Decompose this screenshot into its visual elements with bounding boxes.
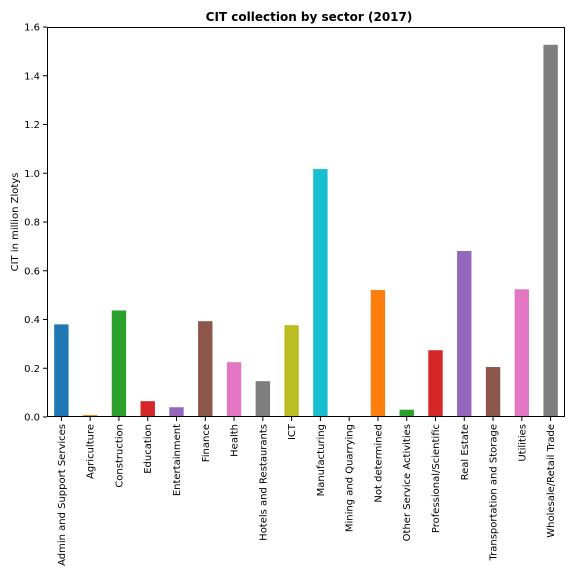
x-tick-label: Not determined — [373, 424, 384, 503]
y-tick-label: 1.0 — [24, 169, 40, 180]
x-tick-label: ICT — [287, 423, 298, 440]
bar-manufacturing — [313, 169, 327, 417]
bar-wholesale-retail-trade — [543, 45, 557, 417]
y-tick-label: 1.6 — [24, 23, 40, 34]
bar-entertainment — [169, 407, 183, 417]
bar-real-estate — [457, 251, 471, 417]
x-tick-label: Health — [230, 424, 241, 457]
bar-professional-scientific — [428, 350, 442, 417]
x-tick-label: Finance — [201, 424, 212, 462]
bars-layer — [54, 45, 558, 417]
x-tick-label: Admin and Support Services — [57, 424, 68, 566]
x-tick-label: Hotels and Restaurants — [258, 424, 269, 541]
x-tick-label: Mining and Quarrying — [345, 424, 356, 532]
y-tick-label: 0.4 — [24, 315, 40, 326]
y-tick-label: 0.0 — [24, 413, 40, 424]
y-tick-label: 1.4 — [24, 71, 40, 82]
x-tick-label: Professional/Scientific — [431, 424, 442, 533]
y-tick-label: 0.8 — [24, 218, 40, 229]
bar-construction — [112, 310, 126, 417]
x-tick-label: Wholesale/Retail Trade — [546, 424, 557, 538]
bar-health — [227, 362, 241, 417]
y-axis: 0.0 0.2 0.4 0.6 0.8 1.0 1.2 1.4 1.6 — [24, 23, 47, 424]
x-axis: Admin and Support Services Agriculture Con… — [57, 417, 557, 566]
x-tick-label: Education — [143, 424, 154, 474]
bar-finance — [198, 321, 212, 417]
y-tick-label: 1.2 — [24, 120, 40, 131]
x-tick-label: Entertainment — [172, 424, 183, 496]
y-tick-label: 0.6 — [24, 266, 40, 277]
bar-education — [141, 401, 155, 417]
x-tick-label: Construction — [114, 424, 125, 488]
bar-not-determined — [371, 290, 385, 417]
x-tick-label: Real Estate — [460, 424, 471, 480]
bar-other-service-activities — [400, 410, 414, 417]
x-tick-label: Utilities — [517, 424, 528, 462]
bar-ict — [284, 325, 298, 417]
chart-title: CIT collection by sector (2017) — [206, 10, 413, 24]
bar-transportation-and-storage — [486, 367, 500, 417]
y-axis-label: CIT in million Zlotys — [10, 173, 21, 272]
y-tick-label: 0.2 — [24, 364, 40, 375]
bar-admin-and-support-services — [54, 324, 68, 417]
x-tick-label: Agriculture — [86, 424, 97, 479]
x-tick-label: Manufacturing — [316, 424, 327, 496]
bar-hotels-and-restaurants — [256, 381, 270, 417]
x-tick-label: Other Service Activities — [402, 424, 413, 541]
bar-utilities — [515, 289, 529, 417]
x-tick-label: Transportation and Storage — [489, 424, 500, 562]
